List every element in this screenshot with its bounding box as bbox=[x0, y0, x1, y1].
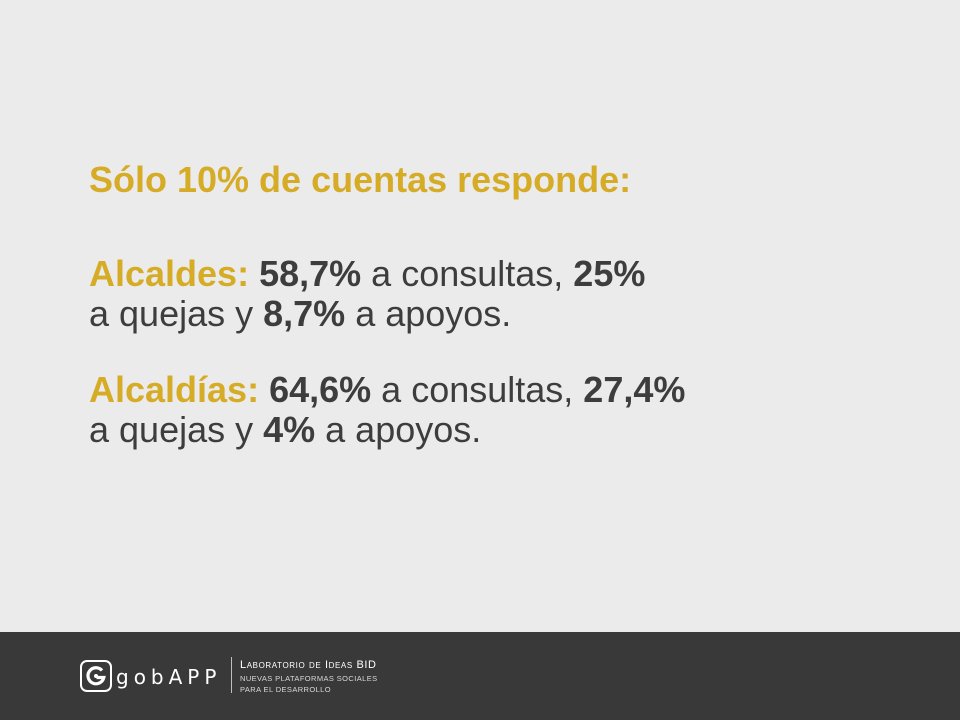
alcaldias-label: Alcaldías: bbox=[89, 369, 260, 410]
alcaldes-apoyos-text: a apoyos. bbox=[345, 293, 512, 335]
alcaldes-apoyos-value: 8,7% bbox=[263, 293, 346, 335]
alcaldias-consultas-text: a consultas, bbox=[371, 369, 584, 410]
alcaldias-paragraph: Alcaldías: 64,6% a consultas, 27,4% a qu… bbox=[89, 369, 686, 451]
alcaldias-apoyos-text: a apoyos. bbox=[315, 409, 482, 451]
alcaldias-consultas-value: 64,6% bbox=[269, 369, 372, 410]
alcaldes-quejas-text: a quejas y bbox=[89, 293, 264, 335]
alcaldias-quejas-value: 27,4% bbox=[583, 369, 686, 410]
lab-title: Laboratorio de Ideas BID bbox=[240, 659, 377, 671]
footer-divider bbox=[231, 657, 232, 693]
alcaldes-consultas-text: a consultas, bbox=[361, 253, 574, 294]
alcaldes-paragraph: Alcaldes: 58,7% a consultas, 25% a queja… bbox=[89, 253, 646, 335]
lab-subtitle-line2: PARA EL DESARROLLO bbox=[240, 685, 331, 694]
alcaldes-label: Alcaldes: bbox=[89, 253, 250, 294]
lab-subtitle-line1: NUEVAS PLATAFORMAS SOCIALES bbox=[240, 674, 378, 683]
alcaldes-quejas-value: 25% bbox=[573, 253, 646, 294]
slide-content: Sólo 10% de cuentas responde: Alcaldes: … bbox=[89, 159, 686, 451]
alcaldes-consultas-value: 58,7% bbox=[259, 253, 362, 294]
alcaldias-quejas-text: a quejas y bbox=[89, 409, 264, 451]
footer-bar bbox=[0, 632, 960, 720]
slide-title: Sólo 10% de cuentas responde: bbox=[89, 159, 632, 200]
gobapp-logo-icon: G bbox=[80, 660, 112, 692]
gobapp-logo-text: gobAPP bbox=[116, 665, 222, 689]
alcaldias-apoyos-value: 4% bbox=[263, 409, 316, 451]
